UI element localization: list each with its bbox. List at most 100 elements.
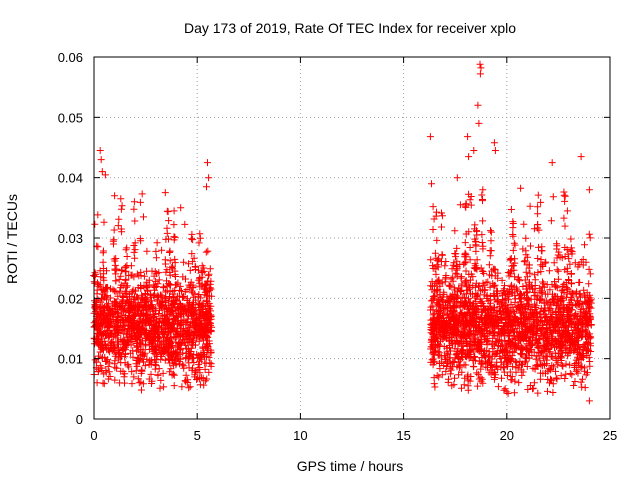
- data-point: [561, 192, 569, 200]
- data-point: [171, 356, 178, 364]
- data-point: [130, 198, 138, 206]
- data-point: [106, 359, 114, 367]
- data-point: [192, 263, 200, 271]
- data-point: [535, 243, 542, 251]
- data-point: [204, 159, 211, 167]
- data-point: [147, 370, 155, 378]
- data-point: [473, 369, 481, 377]
- data-point: [534, 203, 542, 211]
- data-point: [188, 230, 196, 238]
- data-point: [130, 205, 138, 213]
- data-point: [526, 202, 534, 210]
- data-point: [461, 259, 469, 267]
- data-point: [476, 70, 484, 78]
- data-point: [520, 220, 528, 228]
- data-point: [109, 316, 117, 324]
- data-point: [510, 389, 518, 397]
- data-point: [123, 244, 131, 252]
- grid: [94, 57, 610, 419]
- data-point: [113, 364, 121, 372]
- x-axis-label: GPS time / hours: [297, 458, 404, 474]
- data-point: [477, 64, 485, 72]
- data-point: [95, 282, 103, 290]
- data-point: [201, 289, 209, 297]
- data-point: [553, 266, 561, 274]
- y-tick-label: 0.06: [58, 50, 83, 65]
- data-point: [449, 274, 457, 282]
- data-point: [169, 370, 177, 378]
- data-point: [137, 348, 145, 356]
- data-point: [493, 362, 501, 370]
- data-point: [111, 346, 119, 354]
- data-point: [487, 228, 495, 236]
- data-point: [181, 220, 189, 228]
- data-point: [130, 373, 138, 381]
- data-point: [103, 357, 111, 365]
- data-point: [522, 247, 530, 255]
- data-point: [128, 368, 136, 376]
- data-point: [560, 214, 568, 222]
- data-point: [185, 260, 192, 268]
- data-point: [195, 239, 203, 247]
- x-tick-label: 20: [500, 428, 514, 443]
- data-point: [117, 195, 125, 203]
- data-point: [451, 227, 459, 235]
- data-point: [433, 208, 440, 216]
- data-point: [140, 213, 147, 221]
- data-point: [94, 243, 102, 251]
- data-point: [431, 383, 439, 391]
- data-point: [146, 346, 154, 353]
- data-point: [474, 101, 482, 109]
- data-point: [508, 376, 516, 384]
- data-point: [161, 256, 169, 264]
- data-point: [133, 362, 141, 370]
- y-tick-label: 0.02: [58, 291, 83, 306]
- data-point: [168, 343, 175, 351]
- data-point: [522, 234, 530, 242]
- data-point: [186, 266, 194, 274]
- y-tick-label: 0.01: [58, 352, 83, 367]
- data-point: [156, 341, 164, 349]
- data-point: [476, 60, 484, 68]
- data-point: [115, 276, 123, 284]
- data-point: [545, 267, 553, 275]
- y-axis-label: ROTI / TECUs: [4, 194, 20, 284]
- data-point: [91, 220, 99, 228]
- data-point: [561, 197, 569, 205]
- data-point: [548, 159, 556, 167]
- data-point: [171, 286, 179, 294]
- y-tick-label: 0.04: [58, 171, 83, 186]
- data-point: [138, 386, 145, 394]
- data-point: [143, 247, 151, 255]
- data-point: [131, 217, 139, 225]
- data-point: [462, 200, 470, 208]
- data-point: [111, 363, 119, 371]
- data-point: [138, 190, 146, 198]
- data-point: [137, 268, 145, 276]
- data-point: [202, 248, 210, 256]
- data-point: [181, 288, 189, 296]
- data-point: [150, 344, 158, 352]
- data-point: [517, 184, 525, 192]
- data-point: [138, 366, 146, 374]
- data-point: [581, 241, 588, 249]
- data-point: [111, 192, 119, 200]
- x-tick-label: 10: [293, 428, 307, 443]
- data-point: [100, 247, 107, 255]
- data-point: [511, 241, 519, 249]
- data-point: [586, 234, 594, 242]
- data-point: [174, 279, 182, 287]
- data-point: [170, 382, 178, 390]
- data-point: [97, 328, 105, 336]
- data-point: [566, 370, 574, 377]
- data-point: [196, 375, 204, 383]
- data-point: [456, 362, 464, 370]
- data-point: [509, 220, 517, 227]
- data-point: [94, 329, 101, 337]
- data-point: [429, 203, 437, 211]
- data-point: [190, 254, 198, 262]
- data-point: [179, 361, 187, 369]
- data-point: [195, 360, 203, 368]
- plot-frame: [93, 56, 611, 420]
